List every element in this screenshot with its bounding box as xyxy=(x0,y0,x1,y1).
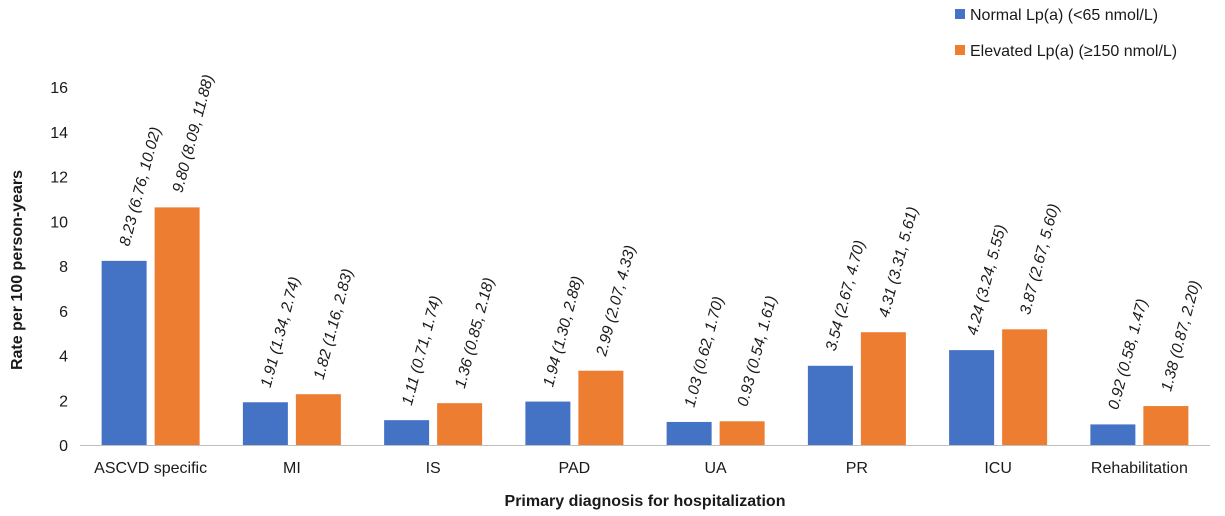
y-tick-label: 2 xyxy=(59,393,68,410)
y-tick-label: 8 xyxy=(59,259,68,276)
y-tick-label: 0 xyxy=(59,438,68,455)
y-tick-label: 12 xyxy=(50,170,68,187)
bar-elevated xyxy=(295,394,341,445)
bar-elevated xyxy=(154,207,200,445)
data-label-normal: 0.92 (0.58, 1.47) xyxy=(1105,297,1151,411)
legend: Normal Lp(a) (<65 nmol/L) Elevated Lp(a)… xyxy=(955,7,1177,60)
y-tick-label: 16 xyxy=(50,80,68,97)
bar-normal xyxy=(949,350,995,445)
legend-label-normal: Normal Lp(a) (<65 nmol/L) xyxy=(970,7,1158,24)
data-label-elevated: 9.80 (8.09, 11.88) xyxy=(170,73,218,194)
data-label-elevated: 0.93 (0.54, 1.61) xyxy=(735,294,781,408)
bar-normal xyxy=(666,421,712,445)
y-tick-label: 6 xyxy=(59,304,68,321)
bar-elevated xyxy=(1002,329,1048,445)
y-tick-label: 14 xyxy=(50,125,68,142)
x-tick-label: ICU xyxy=(984,460,1012,477)
data-label-elevated: 2.99 (2.07, 4.33) xyxy=(593,243,639,358)
bar-normal xyxy=(807,365,853,445)
bar-elevated xyxy=(860,332,906,445)
y-tick-label: 10 xyxy=(50,214,68,231)
data-label-normal: 4.24 (3.24, 5.55) xyxy=(964,223,1010,337)
x-tick-label: ASCVD specific xyxy=(94,460,207,477)
bar-elevated xyxy=(719,421,765,445)
x-tick-label: PAD xyxy=(559,460,591,477)
data-label-elevated: 4.31 (3.31, 5.61) xyxy=(876,205,922,319)
x-tick-label: Rehabilitation xyxy=(1091,460,1188,477)
bar-elevated xyxy=(578,370,624,445)
data-label-normal: 1.11 (0.71, 1.74) xyxy=(399,294,445,407)
bar-elevated xyxy=(1143,406,1189,445)
data-label-elevated: 1.36 (0.85, 2.18) xyxy=(452,276,498,390)
y-axis-title: Rate per 100 person-years xyxy=(9,170,26,370)
bar-normal xyxy=(101,260,147,445)
bar-elevated xyxy=(437,403,483,445)
x-axis-title: Primary diagnosis for hospitalization xyxy=(505,493,786,510)
bar-normal xyxy=(384,420,430,445)
x-tick-label: PR xyxy=(846,460,868,477)
legend-item-elevated: Elevated Lp(a) (≥150 nmol/L) xyxy=(955,43,1177,60)
data-label-normal: 1.91 (1.34, 2.74) xyxy=(258,275,304,389)
legend-swatch-elevated xyxy=(955,45,965,55)
legend-label-elevated: Elevated Lp(a) (≥150 nmol/L) xyxy=(970,43,1177,60)
bar-normal xyxy=(525,401,571,445)
x-tick-label: IS xyxy=(426,460,441,477)
bar-normal xyxy=(242,402,288,445)
x-tick-label: MI xyxy=(283,460,301,477)
data-label-elevated: 1.82 (1.16, 2.83) xyxy=(311,267,357,381)
y-tick-label: 4 xyxy=(59,349,68,366)
bar-normal xyxy=(1090,424,1136,445)
x-tick-label: UA xyxy=(705,460,728,477)
bars xyxy=(101,207,1189,445)
data-label-elevated: 3.87 (2.67, 5.60) xyxy=(1017,202,1063,316)
data-label-elevated: 1.38 (0.87, 2.20) xyxy=(1158,279,1204,393)
legend-item-normal: Normal Lp(a) (<65 nmol/L) xyxy=(955,7,1158,24)
x-axis-ticks: ASCVD specific MI IS PAD UA PR ICU Rehabilitati… xyxy=(94,460,1188,477)
legend-swatch-normal xyxy=(955,9,965,19)
data-label-normal: 1.03 (0.62, 1.70) xyxy=(682,295,728,409)
y-axis-ticks: 0 2 4 6 8 10 12 14 16 xyxy=(50,80,68,455)
